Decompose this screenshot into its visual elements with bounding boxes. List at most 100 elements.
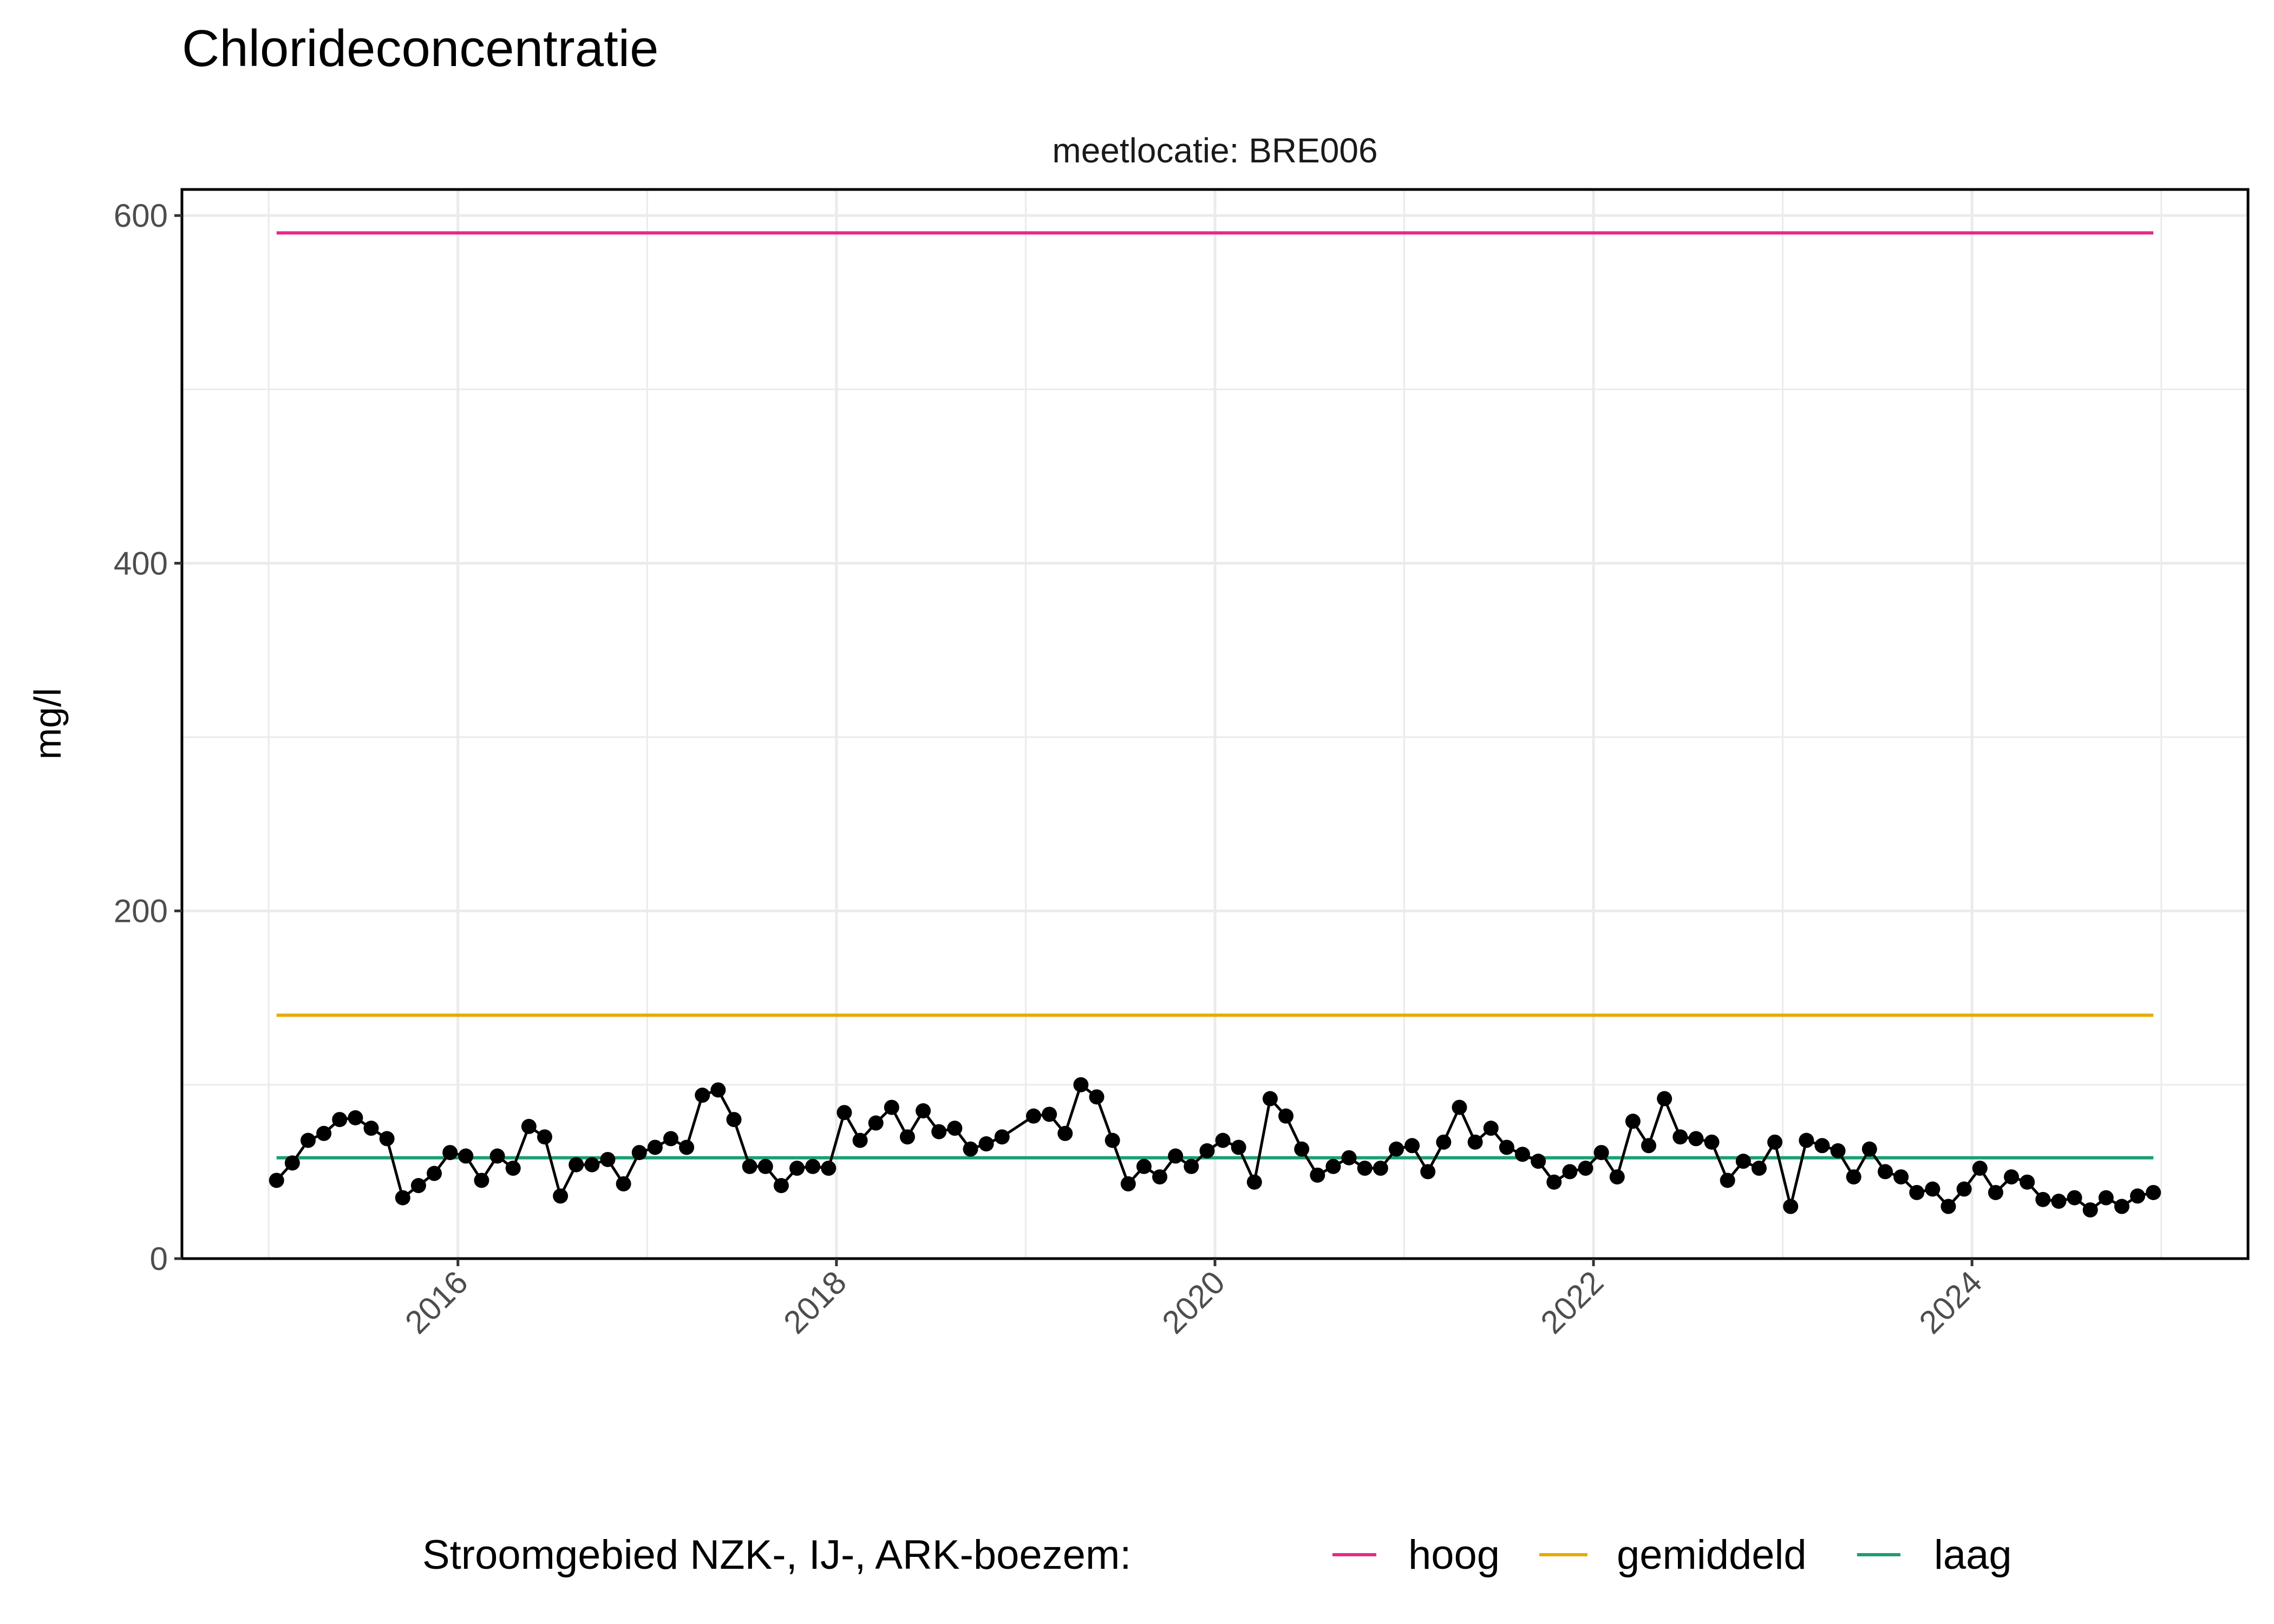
data-point bbox=[710, 1082, 726, 1098]
data-point bbox=[332, 1112, 348, 1128]
y-tick-label: 600 bbox=[114, 198, 168, 234]
data-point bbox=[884, 1099, 899, 1115]
data-point bbox=[1262, 1091, 1278, 1106]
data-point bbox=[2035, 1191, 2051, 1207]
data-point bbox=[1562, 1164, 1578, 1180]
data-point bbox=[1956, 1181, 1972, 1197]
data-point bbox=[1893, 1169, 1909, 1185]
data-point bbox=[1325, 1158, 1341, 1174]
y-tick-label: 200 bbox=[114, 893, 168, 929]
data-point bbox=[1593, 1145, 1609, 1161]
data-point bbox=[379, 1131, 395, 1147]
data-point bbox=[631, 1145, 647, 1161]
data-point bbox=[1246, 1174, 1262, 1190]
data-point bbox=[316, 1125, 332, 1141]
y-axis-label: mg/l bbox=[27, 688, 69, 759]
data-point bbox=[757, 1158, 773, 1174]
data-point bbox=[2051, 1194, 2067, 1209]
y-tick-label: 400 bbox=[114, 545, 168, 581]
data-point bbox=[1136, 1158, 1152, 1174]
data-point bbox=[1341, 1150, 1357, 1165]
data-point bbox=[1909, 1184, 1925, 1200]
data-point bbox=[505, 1161, 521, 1176]
data-point bbox=[1073, 1077, 1089, 1092]
data-point bbox=[1388, 1141, 1404, 1157]
data-point bbox=[1120, 1176, 1136, 1191]
data-point bbox=[1231, 1140, 1246, 1155]
data-point bbox=[1184, 1158, 1199, 1174]
data-point bbox=[821, 1161, 837, 1176]
data-point bbox=[1467, 1134, 1483, 1150]
data-point bbox=[1878, 1164, 1893, 1180]
data-point bbox=[616, 1176, 631, 1191]
data-point bbox=[805, 1158, 821, 1174]
data-point bbox=[537, 1129, 552, 1145]
data-point bbox=[1404, 1138, 1420, 1154]
data-point bbox=[1688, 1131, 1704, 1147]
data-point bbox=[2067, 1190, 2082, 1206]
data-point bbox=[521, 1118, 537, 1134]
data-point bbox=[1499, 1140, 1514, 1155]
chart-title: Chlorideconcentratie bbox=[182, 19, 659, 77]
data-point bbox=[1310, 1167, 1325, 1183]
data-point bbox=[1452, 1099, 1467, 1115]
data-point bbox=[1026, 1108, 1042, 1124]
data-point bbox=[410, 1178, 426, 1194]
data-point bbox=[1436, 1134, 1452, 1150]
data-point bbox=[695, 1088, 710, 1103]
data-point bbox=[726, 1112, 742, 1128]
data-point bbox=[852, 1132, 868, 1148]
data-point bbox=[489, 1148, 505, 1164]
data-point bbox=[2098, 1190, 2114, 1206]
data-point bbox=[1546, 1174, 1562, 1190]
data-point bbox=[600, 1151, 616, 1167]
data-point bbox=[1105, 1132, 1120, 1148]
data-point bbox=[1357, 1161, 1373, 1176]
data-point bbox=[474, 1173, 489, 1188]
data-point bbox=[1751, 1161, 1767, 1176]
data-point bbox=[931, 1124, 947, 1140]
legend-title: Stroomgebied NZK-, IJ-, ARK-boezem: bbox=[422, 1532, 1131, 1578]
data-point bbox=[1720, 1173, 1735, 1188]
data-point bbox=[1672, 1129, 1688, 1145]
data-point bbox=[978, 1136, 994, 1152]
data-point bbox=[1861, 1141, 1877, 1157]
data-point bbox=[789, 1161, 805, 1176]
legend: Stroomgebied NZK-, IJ-, ARK-boezem: hoog… bbox=[422, 1532, 2012, 1578]
data-point bbox=[2130, 1188, 2146, 1204]
data-point bbox=[1168, 1148, 1184, 1164]
data-point bbox=[568, 1157, 584, 1173]
data-series bbox=[269, 1077, 2161, 1218]
data-point bbox=[427, 1165, 442, 1181]
data-point bbox=[1988, 1184, 2003, 1200]
data-point bbox=[1515, 1147, 1531, 1162]
data-point bbox=[300, 1132, 316, 1148]
data-point bbox=[363, 1121, 379, 1136]
data-point bbox=[773, 1178, 789, 1194]
y-tick-label: 0 bbox=[150, 1241, 168, 1277]
data-point bbox=[442, 1145, 458, 1161]
data-point bbox=[1657, 1091, 1672, 1106]
data-point bbox=[837, 1105, 852, 1121]
data-point bbox=[679, 1140, 695, 1155]
data-point bbox=[284, 1155, 300, 1171]
data-point bbox=[1089, 1089, 1105, 1105]
data-point bbox=[584, 1157, 600, 1173]
data-point bbox=[2004, 1169, 2020, 1185]
data-point bbox=[2020, 1174, 2035, 1190]
data-point bbox=[1783, 1199, 1799, 1214]
data-point bbox=[1420, 1164, 1436, 1180]
data-point bbox=[1799, 1132, 1814, 1148]
data-point bbox=[647, 1140, 663, 1155]
data-point bbox=[947, 1121, 963, 1136]
data-point bbox=[2114, 1199, 2129, 1214]
data-point bbox=[868, 1115, 884, 1131]
data-point bbox=[1057, 1125, 1073, 1141]
legend-label-gemiddeld: gemiddeld bbox=[1617, 1532, 1807, 1578]
data-point bbox=[1641, 1138, 1657, 1154]
data-point bbox=[1373, 1161, 1388, 1176]
data-point bbox=[1578, 1161, 1593, 1176]
data-point bbox=[1042, 1106, 1057, 1122]
data-point bbox=[1152, 1169, 1168, 1185]
